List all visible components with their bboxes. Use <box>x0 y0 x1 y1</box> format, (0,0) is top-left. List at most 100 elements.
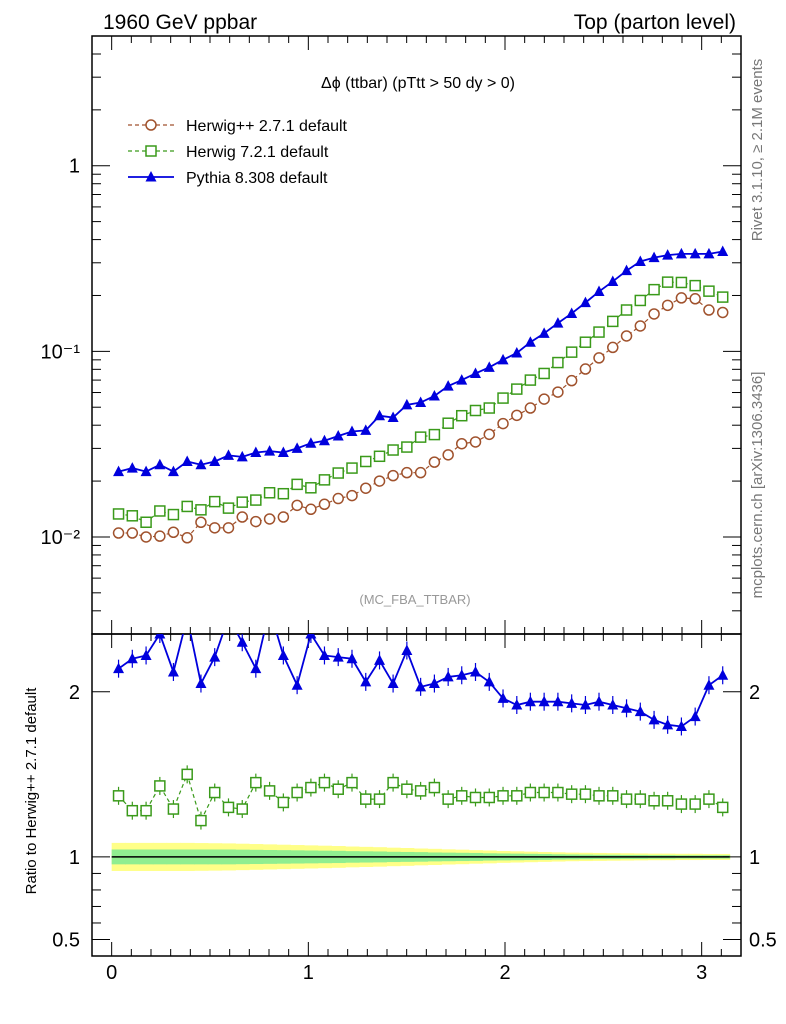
herwigpp-series-point <box>360 482 372 494</box>
herwigpp-series-point <box>565 374 578 387</box>
herwig7-series-point <box>716 291 729 303</box>
pythia-series-point <box>277 446 289 458</box>
pythia-ratio-point <box>675 720 687 731</box>
herwigpp-series-point <box>524 402 537 414</box>
pythia-series-point <box>442 380 454 391</box>
herwig7-ratio-point <box>112 790 125 802</box>
herwigpp-series-point <box>318 498 331 511</box>
herwigpp-series-point <box>620 330 633 342</box>
herwig7-series-point <box>305 482 317 494</box>
pythia-series-point <box>318 434 330 446</box>
herwig7-series-point <box>373 450 386 463</box>
herwig7-ratio-point <box>538 786 550 799</box>
herwigpp-series-point <box>607 341 619 354</box>
pythia-ratio-point <box>209 651 221 662</box>
herwigpp-series-point <box>634 320 647 332</box>
pythia-ratio-point <box>346 652 358 664</box>
pythia-ratio-point <box>593 695 605 707</box>
pythia-series-point <box>538 327 550 338</box>
pythia-ratio-point <box>318 649 330 660</box>
legend-label: Pythia 8.308 default <box>186 170 328 187</box>
herwig7-series-point <box>620 304 633 316</box>
ratio-plot-frame <box>91 633 742 957</box>
herwig7-ratio-point <box>181 768 193 781</box>
herwigpp-series-point <box>277 511 290 523</box>
pythia-ratio-point <box>264 603 275 614</box>
herwig7-ratio-point <box>661 795 674 807</box>
herwig7-ratio-point <box>620 793 633 805</box>
pythia-series-point <box>236 450 248 462</box>
pythia-ratio-point <box>428 677 440 689</box>
herwig7-ratio-point <box>689 798 701 810</box>
herwig7-ratio-point <box>167 803 180 815</box>
main-ticks: 10⁻² 10⁻¹ 1 <box>41 35 742 635</box>
pythia-series-point <box>428 389 440 401</box>
ratio-y-tick-label-left: 0.5 <box>52 929 80 951</box>
pythia-ratio-point <box>415 680 427 692</box>
x-tick-label: 2 <box>499 962 510 984</box>
pythia-ratio-point <box>167 665 179 677</box>
pythia-ratio-point <box>538 695 550 707</box>
pythia-ratio-point <box>195 677 207 689</box>
pythia-ratio-point <box>621 702 633 713</box>
legend-marker <box>145 171 157 182</box>
pythia-series-point <box>195 458 207 470</box>
herwigpp-series-point <box>675 292 688 304</box>
pythia-series-point <box>497 353 509 365</box>
herwig7-series-point <box>511 383 523 395</box>
pythia-series-point <box>250 446 262 458</box>
herwig7-series-point <box>401 441 413 453</box>
pythia-ratio-point <box>524 695 536 707</box>
pythia-ratio-point <box>332 651 344 662</box>
herwig7-series-point <box>346 462 358 474</box>
ratio-series <box>112 603 729 830</box>
pythia-ratio-point <box>154 634 166 639</box>
herwigpp-series-point <box>538 393 550 405</box>
pythia-ratio-line <box>118 634 724 728</box>
herwig7-series-point <box>236 496 249 508</box>
ratio-y-tick-label-right: 1 <box>749 847 760 869</box>
legend-marker <box>145 119 157 131</box>
header-right: Top (parton level) <box>574 11 736 34</box>
herwig7-series-point <box>277 487 290 500</box>
mcplots-label: mcplots.cern.ch [arXiv:1306.3436] <box>749 372 766 599</box>
herwigpp-series-point <box>689 293 701 305</box>
herwig7-ratio-point <box>195 814 207 827</box>
herwig7-series-point <box>455 409 468 422</box>
herwig7-series-point <box>291 478 303 491</box>
pythia-series-point <box>346 425 358 436</box>
herwig7-ratio-point <box>703 793 715 805</box>
pythia-series-point <box>126 462 138 473</box>
pythia-ratio-point <box>442 670 454 682</box>
herwig7-series-point <box>112 508 125 520</box>
ratio-panel: 0.5 0.5 1 1 2 2 0 1 2 3 Ratio to Herwig++ 2.7.1 d… <box>23 603 777 984</box>
ratio-y-tick-label-left: 2 <box>69 682 80 704</box>
legend: Herwig++ 2.7.1 default Herwig 7.2.1 defau… <box>128 118 348 187</box>
ratio-band <box>111 842 731 871</box>
pythia-series-point <box>470 367 481 378</box>
pythia-series-point <box>566 307 578 318</box>
y-tick-label: 1 <box>69 156 80 178</box>
pythia-series-point <box>456 374 468 385</box>
herwig7-series-point <box>469 404 482 417</box>
herwig7-ratio-point <box>222 801 235 814</box>
herwig7-series-point <box>414 431 427 443</box>
main-panel: 10⁻²10⁻¹1 Δϕ (ttbar) (pTtt > 50 dy > 0) … <box>41 35 742 635</box>
pythia-series-point <box>154 458 166 470</box>
pythia-ratio-point <box>223 611 234 622</box>
pythia-series-point <box>717 245 729 257</box>
pythia-ratio-point <box>140 649 152 660</box>
herwigpp-series-point <box>511 409 523 422</box>
herwig7-series-point <box>675 276 688 289</box>
herwig7-ratio-point <box>593 790 605 802</box>
herwig7-ratio-point <box>634 793 647 805</box>
herwigpp-series-point <box>703 304 715 316</box>
pythia-series-point <box>634 255 646 266</box>
pythia-series-point <box>181 455 193 466</box>
herwig7-ratio-point <box>332 783 344 795</box>
herwig7-ratio-point <box>318 776 331 789</box>
herwig7-series-point <box>332 467 344 479</box>
pythia-ratio-point <box>182 611 193 622</box>
herwig7-ratio-point <box>277 796 290 809</box>
